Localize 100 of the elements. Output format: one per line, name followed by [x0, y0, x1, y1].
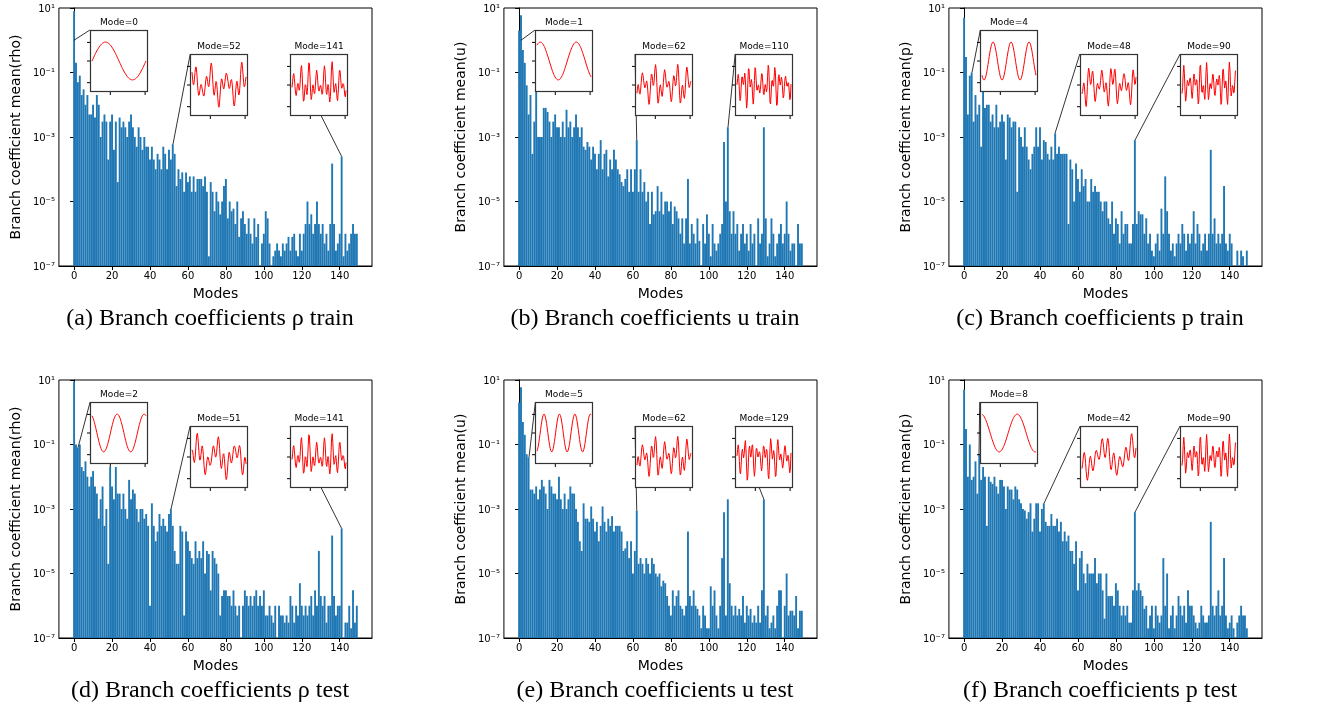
annotation: Mode=90 — [1187, 412, 1232, 423]
y-axis-title: Branch coefficient mean(u) — [452, 41, 468, 233]
y-tick-label: 10⁻⁵ — [477, 196, 500, 207]
x-tick-label: 120 — [292, 641, 312, 653]
text: (c) Branch coefficients p train — [956, 304, 1244, 330]
x-tick-label: 140 — [1220, 641, 1240, 653]
y-tick-label: 10⁻³ — [477, 131, 500, 143]
x-tick-label: 60 — [1071, 269, 1085, 281]
x-tick-label: 40 — [588, 269, 602, 281]
annotation: Mode=4 — [990, 16, 1029, 27]
x-tick-label: 120 — [292, 269, 312, 281]
annotation: Mode=51 — [197, 412, 241, 423]
y-tick-label: 10¹ — [38, 374, 55, 386]
y-tick-label: 10⁻³ — [477, 503, 500, 515]
x-tick-label: 100 — [699, 641, 719, 653]
x-tick-label: 0 — [70, 269, 78, 281]
x-tick-label: 0 — [515, 641, 523, 653]
y-axis-title: Branch coefficient mean(p) — [897, 413, 913, 605]
x-tick-label: 20 — [105, 641, 119, 653]
x-tick-label: 0 — [70, 641, 78, 653]
x-tick-label: 80 — [664, 641, 678, 653]
x-axis-title: Modes — [1082, 657, 1129, 673]
x-tick-label: 120 — [737, 641, 757, 653]
x-tick-label: 40 — [143, 269, 157, 281]
y-axis-title: Branch coefficient mean(rho) — [7, 34, 23, 240]
y-tick-label: 10⁻⁷ — [922, 632, 945, 644]
annotation: Mode=5 — [545, 388, 583, 399]
y-axis-title: Branch coefficient mean(rho) — [7, 406, 23, 612]
annotation: Mode=2 — [100, 388, 138, 399]
x-axis-title: Modes — [192, 657, 239, 673]
y-tick-label: 10⁻⁷ — [477, 260, 500, 272]
x-tick-label: 100 — [254, 641, 274, 653]
annotation: Mode=62 — [642, 40, 686, 51]
x-tick-label: 20 — [995, 269, 1009, 281]
x-tick-label: 80 — [1109, 641, 1123, 653]
x-axis-title: Modes — [1082, 285, 1129, 301]
y-tick-label: 10⁻³ — [922, 503, 945, 515]
annotation: Mode=42 — [1087, 412, 1131, 423]
x-tick-label: 20 — [550, 641, 564, 653]
x-tick-label: 140 — [1220, 269, 1240, 281]
x-tick-label: 140 — [330, 269, 350, 281]
y-tick-label: 10⁻⁵ — [32, 196, 55, 207]
x-tick-label: 80 — [219, 641, 233, 653]
y-tick-label: 10⁻³ — [922, 131, 945, 143]
x-tick-label: 100 — [254, 269, 274, 281]
y-tick-label: 10¹ — [483, 2, 500, 14]
y-tick-label: 10⁻⁷ — [477, 632, 500, 644]
x-tick-label: 60 — [626, 269, 640, 281]
annotation: Mode=141 — [294, 412, 344, 423]
text: (b) Branch coefficients u train — [510, 304, 800, 330]
x-tick-label: 120 — [737, 269, 757, 281]
y-tick-label: 10⁻⁷ — [32, 260, 55, 272]
x-tick-label: 140 — [775, 641, 795, 653]
text: (f) Branch coefficients p test — [962, 676, 1238, 702]
y-tick-label: 10⁻¹ — [32, 439, 55, 450]
text: (e) Branch coefficients u test — [516, 676, 794, 702]
annotation: Mode=62 — [642, 412, 686, 423]
y-axis-title: Branch coefficient mean(u) — [452, 413, 468, 605]
annotation: Mode=90 — [1187, 40, 1232, 51]
x-tick-label: 40 — [588, 641, 602, 653]
annotation: Mode=0 — [100, 16, 139, 27]
x-tick-label: 60 — [1071, 641, 1085, 653]
y-tick-label: 10¹ — [928, 374, 945, 386]
y-tick-label: 10⁻¹ — [477, 67, 500, 78]
x-tick-label: 60 — [181, 641, 195, 653]
annotation: Mode=141 — [294, 40, 344, 51]
y-tick-label: 10⁻⁷ — [922, 260, 945, 272]
y-tick-label: 10⁻¹ — [32, 67, 55, 78]
text: (a) Branch coefficients ρ train — [66, 304, 354, 330]
annotation: Mode=129 — [739, 412, 789, 423]
y-tick-label: 10¹ — [38, 2, 55, 14]
text: (d) Branch coefficients ρ test — [70, 676, 350, 702]
x-tick-label: 0 — [960, 641, 968, 653]
annotation: Mode=52 — [197, 40, 241, 51]
x-tick-label: 80 — [219, 269, 233, 281]
y-tick-label: 10⁻³ — [32, 131, 55, 143]
x-axis-title: Modes — [637, 285, 684, 301]
x-tick-label: 80 — [664, 269, 678, 281]
x-tick-label: 60 — [626, 641, 640, 653]
y-tick-label: 10⁻¹ — [922, 439, 945, 450]
annotation: Mode=48 — [1087, 40, 1132, 51]
x-tick-label: 0 — [960, 269, 968, 281]
y-axis-title: Branch coefficient mean(p) — [897, 41, 913, 233]
x-axis-title: Modes — [637, 657, 684, 673]
x-tick-label: 20 — [550, 269, 564, 281]
x-tick-label: 0 — [515, 269, 523, 281]
x-tick-label: 140 — [775, 269, 795, 281]
y-tick-label: 10¹ — [483, 374, 500, 386]
x-tick-label: 40 — [1033, 269, 1047, 281]
x-tick-label: 120 — [1182, 269, 1202, 281]
x-tick-label: 60 — [181, 269, 195, 281]
x-axis-title: Modes — [192, 285, 239, 301]
y-tick-label: 10⁻¹ — [922, 67, 945, 78]
y-tick-label: 10⁻⁷ — [32, 632, 55, 644]
x-tick-label: 100 — [699, 269, 719, 281]
x-tick-label: 40 — [143, 641, 157, 653]
y-tick-label: 10⁻¹ — [477, 439, 500, 450]
y-tick-label: 10⁻⁵ — [32, 568, 55, 579]
y-tick-label: 10¹ — [928, 2, 945, 14]
x-tick-label: 140 — [330, 641, 350, 653]
